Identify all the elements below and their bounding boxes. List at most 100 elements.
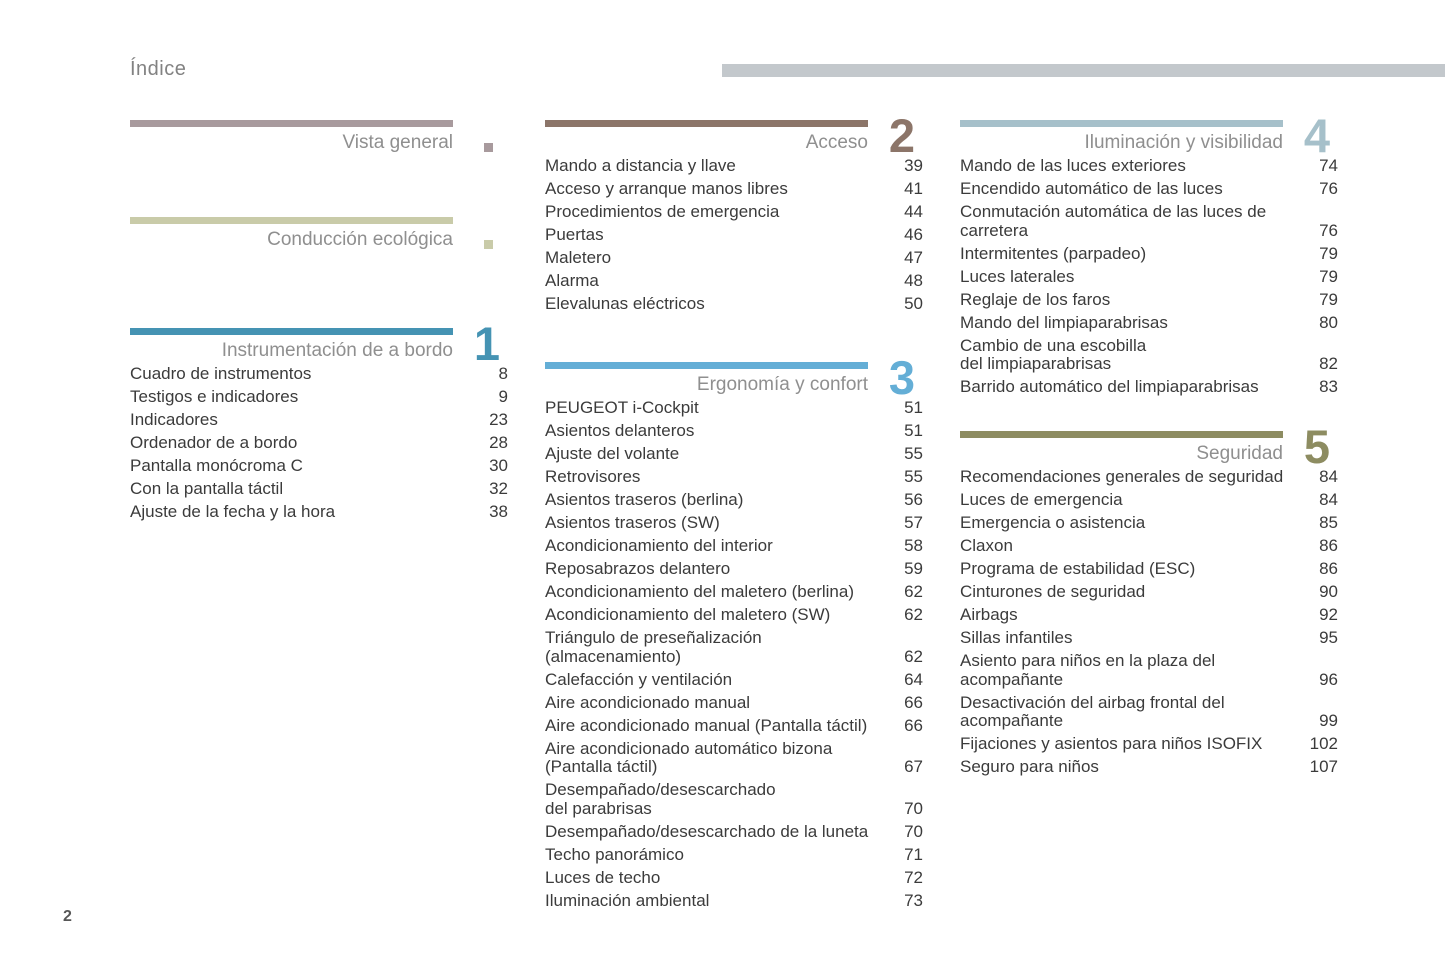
- entry-page-number: 79: [1319, 266, 1338, 286]
- entry-title: Conmutación automática de las luces de c…: [960, 202, 1267, 240]
- section-color-bar: [130, 120, 453, 127]
- toc-section-acceso: Acceso 2 Mando a distancia y llave 39 Acceso…: [545, 112, 923, 318]
- toc-entry: Recomendaciones generales de seguridad 84: [960, 467, 1338, 487]
- section-header-left: Conducción ecológica: [130, 217, 453, 252]
- entry-title: Aire acondicionado automático bizona (Pa…: [545, 738, 833, 776]
- entry-title: Aire acondicionado manual: [545, 692, 751, 712]
- section-header: Iluminación y visibilidad 4: [960, 112, 1338, 159]
- toc-entry: Acondicionamiento del interior 58: [545, 536, 923, 556]
- entry-page-number: 71: [904, 844, 923, 864]
- entry-title: Elevalunas eléctricos: [545, 294, 705, 313]
- entry-page-number: 82: [1319, 354, 1338, 373]
- section-header-side: 4: [1283, 112, 1338, 159]
- entry-title: Testigos e indicadores: [130, 387, 299, 406]
- entry-title: Barrido automático del limpiaparabrisas: [960, 377, 1259, 396]
- toc-entry: Cambio de una escobilla del limpiaparabr…: [960, 335, 1338, 374]
- entry-title: Airbags: [960, 605, 1018, 624]
- section-entries: Recomendaciones generales de seguridad 84…: [960, 467, 1338, 777]
- section-number: 1: [473, 317, 500, 370]
- toc-columns: Vista general Conducción ecológica Instrum…: [130, 112, 1338, 955]
- entry-title: Mando de las luces exteriores: [960, 156, 1186, 175]
- toc-entry: Puertas 46: [545, 225, 923, 245]
- toc-entry: Luces de techo 72: [545, 868, 923, 888]
- toc-entry: Desempañado/desescarchado de la luneta 70: [545, 821, 923, 842]
- section-header: Instrumentación de a bordo 1: [130, 320, 508, 367]
- section-color-bar: [960, 431, 1283, 438]
- toc-entry: Procedimientos de emergencia 44: [545, 202, 923, 222]
- square-marker-icon: [484, 240, 493, 249]
- entry-title: Cambio de una escobilla del limpiaparabr…: [960, 335, 1147, 373]
- entry-title: Aire acondicionado manual (Pantalla táct…: [545, 715, 868, 735]
- entry-title: Encendido automático de las luces: [960, 179, 1223, 198]
- toc-entry: Con la pantalla táctil 32: [130, 479, 508, 499]
- section-header: Seguridad 5: [960, 423, 1338, 470]
- entry-page-number: 39: [904, 156, 923, 175]
- section-header: Acceso 2: [545, 112, 923, 159]
- section-entries: Cuadro de instrumentos 8 Testigos e indica…: [130, 364, 508, 522]
- toc-section-instrumentacion-de-a-bordo: Instrumentación de a bordo 1 Cuadro de ins…: [130, 320, 508, 526]
- toc-entry: Airbags 92: [960, 605, 1338, 625]
- section-title: Acceso: [805, 132, 868, 153]
- entry-title: Reposabrazos delantero: [545, 559, 731, 578]
- entry-page-number: 86: [1319, 536, 1338, 555]
- entry-title: Ajuste del volante: [545, 444, 680, 463]
- section-header-left: Instrumentación de a bordo: [130, 328, 453, 363]
- entry-page-number: 86: [1319, 559, 1338, 578]
- toc-entry: Barrido automático del limpiaparabrisas 8…: [960, 377, 1338, 397]
- toc-entry: Alarma 48: [545, 271, 923, 291]
- toc-entry: Luces de emergencia 84: [960, 490, 1338, 510]
- toc-entry: Sillas infantiles 95: [960, 628, 1338, 648]
- entry-page-number: 62: [904, 646, 923, 666]
- section-title: Vista general: [342, 132, 453, 153]
- entry-page-number: 79: [1319, 289, 1338, 309]
- entry-page-number: 70: [904, 821, 923, 841]
- entry-page-number: 73: [904, 890, 923, 910]
- section-header-side: 1: [453, 320, 508, 367]
- entry-page-number: 83: [1319, 377, 1338, 396]
- toc-entry: Asientos traseros (SW) 57: [545, 513, 923, 533]
- section-header-left: Seguridad: [960, 431, 1283, 466]
- entry-title: Mando a distancia y llave: [545, 156, 736, 175]
- toc-entry: Intermitentes (parpadeo) 79: [960, 244, 1338, 264]
- entry-title: Alarma: [545, 271, 599, 290]
- section-color-bar: [130, 217, 453, 224]
- entry-page-number: 84: [1319, 490, 1338, 509]
- toc-entry: Reposabrazos delantero 59: [545, 559, 923, 579]
- entry-title: Triángulo de preseñalización (almacenami…: [545, 628, 762, 666]
- entry-title: Fijaciones y asientos para niños ISOFIX: [960, 734, 1263, 753]
- square-marker-icon: [484, 143, 493, 152]
- section-header: Conducción ecológica: [130, 217, 508, 252]
- entry-title: Claxon: [960, 536, 1013, 555]
- toc-entry: Techo panorámico 71: [545, 844, 923, 865]
- entry-page-number: 55: [904, 444, 923, 463]
- section-header-side: 3: [868, 354, 923, 401]
- toc-section-iluminacion-y-visibilidad: Iluminación y visibilidad 4 Mando de las l…: [960, 112, 1338, 401]
- toc-heading-conduccion-ecologica: Conducción ecológica: [130, 217, 508, 252]
- entry-page-number: 32: [489, 479, 508, 498]
- toc-entry: Luces laterales 79: [960, 266, 1338, 287]
- toc-column-1: Vista general Conducción ecológica Instrum…: [130, 120, 508, 955]
- toc-entry: Testigos e indicadores 9: [130, 387, 508, 407]
- entry-title: Acondicionamiento del interior: [545, 536, 773, 555]
- entry-page-number: 9: [498, 387, 508, 406]
- entry-page-number: 74: [1319, 156, 1338, 175]
- section-entries: PEUGEOT i-Cockpit 51 Asientos delanteros 51…: [545, 398, 923, 910]
- entry-title: Desempañado/desescarchado del parabrisas: [545, 780, 776, 818]
- toc-entry: Aire acondicionado manual 66: [545, 692, 923, 713]
- section-number: 3: [888, 351, 915, 404]
- toc-entry: Ajuste del volante 55: [545, 444, 923, 464]
- entry-title: Acceso y arranque manos libres: [545, 179, 788, 198]
- toc-entry: Aire acondicionado automático bizona (Pa…: [545, 738, 923, 777]
- section-header: Ergonomía y confort 3: [545, 354, 923, 401]
- entry-page-number: 51: [904, 398, 923, 417]
- toc-entry: Acondicionamiento del maletero (berlina)…: [545, 582, 923, 602]
- entry-title: Asientos traseros (berlina): [545, 490, 744, 509]
- toc-column-2: Acceso 2 Mando a distancia y llave 39 Acceso…: [545, 112, 923, 955]
- entry-page-number: 56: [904, 490, 923, 509]
- entry-page-number: 44: [904, 202, 923, 221]
- toc-entry: Maletero 47: [545, 248, 923, 268]
- entry-page-number: 28: [489, 433, 508, 452]
- entry-page-number: 76: [1319, 179, 1338, 198]
- toc-entry: Asientos delanteros 51: [545, 421, 923, 441]
- section-entries: Mando de las luces exteriores 74 Encendido…: [960, 156, 1338, 397]
